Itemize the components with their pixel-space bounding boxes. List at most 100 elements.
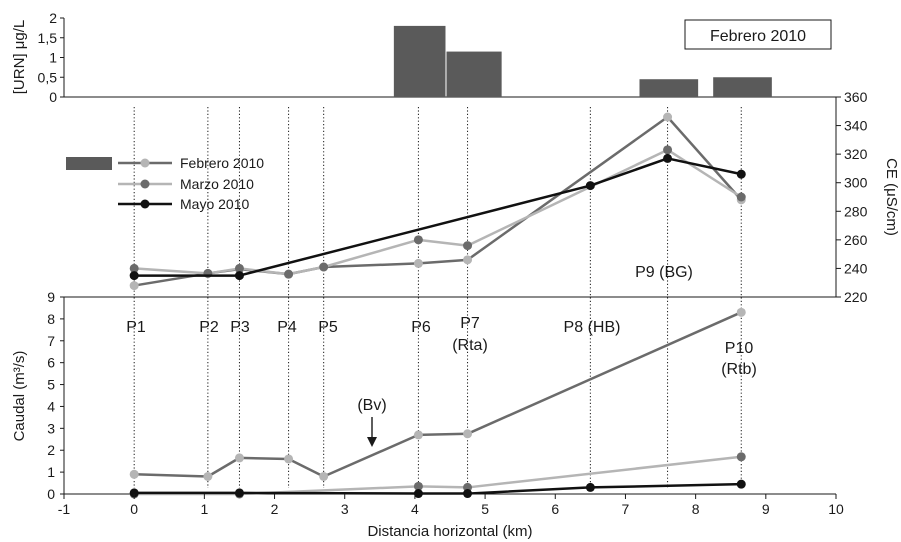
x-tick-label: 6 [551,501,559,517]
bv-arrow-icon [367,417,377,447]
caudal-ytick-label: 9 [47,289,55,305]
caudal-febrero-point-4 [284,454,294,464]
caudal-febrero-point-7 [463,429,473,439]
station-label-p4: P4 [277,319,297,336]
caudal-mayo-point-4 [463,489,473,499]
ce-marzo-point-3 [234,263,244,273]
x-axis-title: Distancia horizontal (km) [367,523,532,540]
station-label-p7: P7 [460,315,480,332]
station-label-p8-hb: P8 (HB) [564,319,621,336]
caudal-ytick-label: 1 [47,464,55,480]
ce-y-axis-title: CE (μS/cm) [883,158,900,236]
urn-ytick-label: 0,5 [38,69,58,85]
urn-ytick-label: 1,5 [38,30,58,46]
ce-mayo-point-4 [663,153,673,163]
caudal-ytick-label: 8 [47,311,55,327]
legend-marzo-marker [140,179,150,189]
ce-ytick-label: 240 [844,260,868,276]
caudal-ytick-label: 2 [47,442,55,458]
x-tick-label: 7 [622,501,630,517]
x-tick-label: 4 [411,501,419,517]
ce-febrero-point-6 [413,258,423,268]
caudal-febrero-point-1 [129,469,139,479]
x-tick-label: 5 [481,501,489,517]
ce-marzo-point-8 [663,145,673,155]
legend-febrero-label: Febrero 2010 [180,155,264,171]
station-label-p6: P6 [411,319,431,336]
urn-bars [393,25,772,97]
station-label-p2: P2 [199,319,219,336]
caudal-marzo-line [134,455,742,496]
caudal-ytick-label: 7 [47,333,55,349]
axis-ticks: 00,511,522202402602803003203403600123456… [38,10,868,517]
legend-febrero-marker [140,158,150,168]
urn-y-axis-title: [URN] μg/L [11,20,28,95]
ce-mayo-point-3 [585,181,595,191]
caudal-marzo-point-3 [413,481,423,491]
urn-bar-2 [446,51,502,97]
caudal-febrero-point-8 [736,307,746,317]
ce-marzo-point-5 [319,262,329,272]
period-badge-text: Febrero 2010 [710,28,806,45]
caudal-ytick-label: 4 [47,398,55,414]
ce-marzo-point-7 [463,241,473,251]
caudal-ytick-label: 3 [47,420,55,436]
ce-febrero-point-1 [129,281,139,291]
legend-marzo-label: Marzo 2010 [180,176,254,192]
ce-marzo-point-1 [129,263,139,273]
ce-mayo-point-5 [736,169,746,179]
ce-marzo-point-4 [284,269,294,279]
caudal-y-axis-title: Caudal (m³/s) [11,351,28,442]
x-tick-label: 8 [692,501,700,517]
ce-ytick-label: 300 [844,175,868,191]
urn-ytick-label: 1 [49,50,57,66]
ce-ytick-label: 320 [844,146,868,162]
ce-ytick-label: 340 [844,118,868,134]
ce-febrero-point-8 [663,112,673,122]
caudal-mayo-point-6 [736,479,746,489]
ce-mayo-point-2 [234,271,244,281]
caudal-mayo-point-2 [234,488,244,498]
x-tick-label: 3 [341,501,349,517]
caudal-febrero-line [134,311,742,478]
urn-bar-1 [393,25,446,97]
ce-ytick-label: 280 [844,203,868,219]
station-label-p10: P10 [725,340,754,357]
x-tick-label: 2 [271,501,279,517]
x-tick-label: 0 [130,501,138,517]
x-tick-label: 9 [762,501,770,517]
x-tick-label: 1 [200,501,208,517]
station-label-p5: P5 [318,319,338,336]
caudal-mayo-point-3 [413,489,423,499]
caudal-mayo-point-5 [585,482,595,492]
station-label-rtb: (Rtb) [721,361,757,378]
ce-marzo-point-6 [413,235,423,245]
legend: Febrero 2010 Marzo 2010 Mayo 2010 [66,155,264,212]
station-gridlines [133,107,742,488]
urn-bar-4 [713,77,772,97]
period-badge: Febrero 2010 [684,19,832,50]
caudal-febrero-point-5 [319,471,329,481]
ce-mayo-point-1 [129,271,139,281]
station-label-p1: P1 [126,319,146,336]
station-label-rta: (Rta) [452,337,488,354]
annotation-p9-bg: P9 (BG) [635,264,693,281]
ce-ytick-label: 220 [844,289,868,305]
urn-ytick-label: 2 [49,10,57,26]
x-tick-label: -1 [58,501,71,517]
urn-ytick-label: 0 [49,89,57,105]
ce-marzo-point-9 [736,192,746,202]
ce-ytick-label: 260 [844,232,868,248]
ce-febrero-point-7 [463,255,473,265]
legend-mayo-marker [140,199,150,209]
legend-mayo-label: Mayo 2010 [180,196,249,212]
caudal-mayo-line [134,482,742,495]
period-badge-box [684,19,832,50]
station-label-p3: P3 [230,319,250,336]
caudal-ytick-label: 5 [47,377,55,393]
caudal-mayo-point-1 [129,488,139,498]
caudal-febrero-point-6 [413,430,423,440]
caudal-marzo-point-5 [736,452,746,462]
annotation-bv: (Bv) [357,397,386,414]
